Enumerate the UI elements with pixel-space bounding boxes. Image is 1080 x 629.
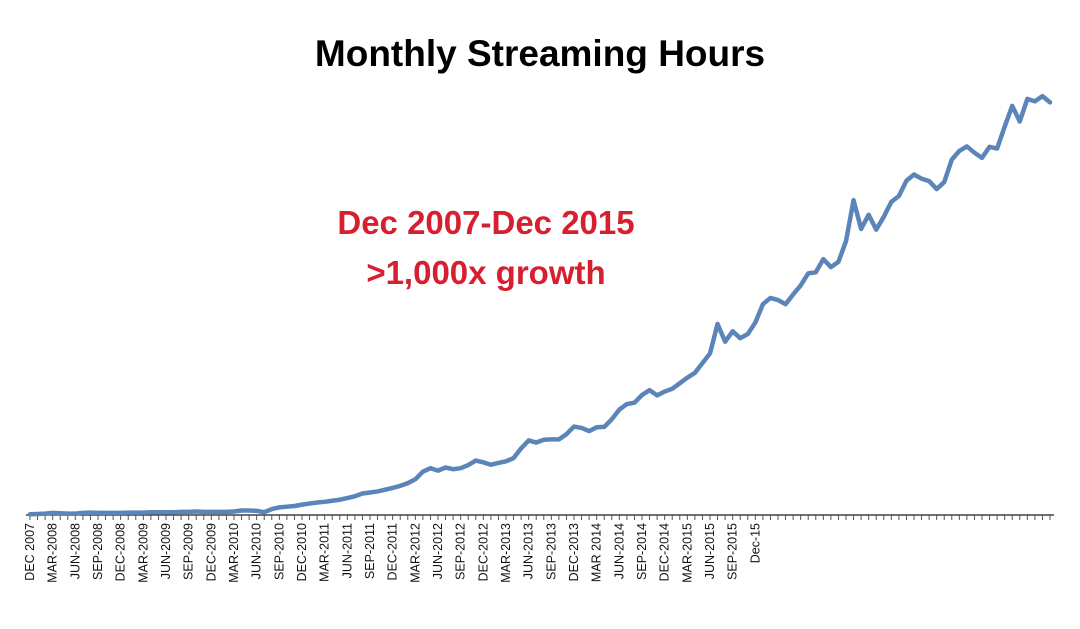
growth-annotation: Dec 2007-Dec 2015 >1,000x growth — [337, 204, 634, 291]
x-tick-label: MAR-2013 — [499, 523, 513, 583]
x-tick-label: DEC-2010 — [295, 523, 309, 581]
x-axis-ticks — [29, 515, 1051, 520]
x-tick-label: DEC-2014 — [658, 523, 672, 581]
x-tick-label: JUN-2010 — [250, 523, 264, 579]
annotation-period: Dec 2007-Dec 2015 — [337, 204, 634, 241]
x-tick-label: JUN-2012 — [431, 523, 445, 579]
x-tick-label: SEP-2008 — [91, 523, 105, 580]
x-tick-label: SEP-2009 — [182, 523, 196, 580]
x-tick-label: MAR-2012 — [408, 523, 422, 583]
x-tick-label: SEP-2014 — [635, 523, 649, 580]
x-tick-label: SEP-2011 — [363, 523, 377, 579]
x-tick-label: MAR-2015 — [680, 523, 694, 583]
x-tick-label: DEC-2011 — [386, 523, 400, 580]
x-tick-label: DEC-2012 — [476, 523, 490, 581]
x-tick-label: JUN-2015 — [703, 523, 717, 579]
x-tick-label: JUN-2014 — [612, 523, 626, 579]
x-tick-label: DEC-2009 — [204, 523, 218, 581]
x-axis-labels: DEC 2007 MAR-2008 JUN-2008 SEP-2008 DEC-2008… — [23, 523, 762, 583]
x-tick-label: MAR-2008 — [46, 523, 60, 583]
x-tick-label: JUN-2011 — [340, 523, 354, 578]
x-tick-label: JUN-2013 — [522, 523, 536, 579]
x-tick-label: MAR 2014 — [590, 523, 604, 582]
x-tick-label: SEP-2013 — [544, 523, 558, 580]
annotation-growth: >1,000x growth — [366, 254, 605, 291]
x-tick-label: MAR-2011 — [318, 523, 332, 582]
x-tick-label: SEP-2015 — [726, 523, 740, 580]
x-tick-label: DEC-2008 — [114, 523, 128, 581]
x-tick-label: JUN-2009 — [159, 523, 173, 579]
streaming-hours-line — [27, 93, 1053, 517]
chart-title: Monthly Streaming Hours — [315, 33, 765, 74]
plot-area: DEC 2007 MAR-2008 JUN-2008 SEP-2008 DEC-2008… — [23, 93, 1054, 583]
x-tick-label: DEC 2007 — [23, 523, 37, 581]
x-tick-label: MAR-2009 — [136, 523, 150, 583]
x-tick-label: SEP-2012 — [454, 523, 468, 580]
x-tick-label: DEC-2013 — [567, 523, 581, 581]
x-tick-label: MAR-2010 — [227, 523, 241, 583]
x-tick-label: JUN-2008 — [68, 523, 82, 579]
x-tick-label: SEP-2010 — [272, 523, 286, 580]
x-tick-label: Dec-15 — [748, 523, 762, 563]
